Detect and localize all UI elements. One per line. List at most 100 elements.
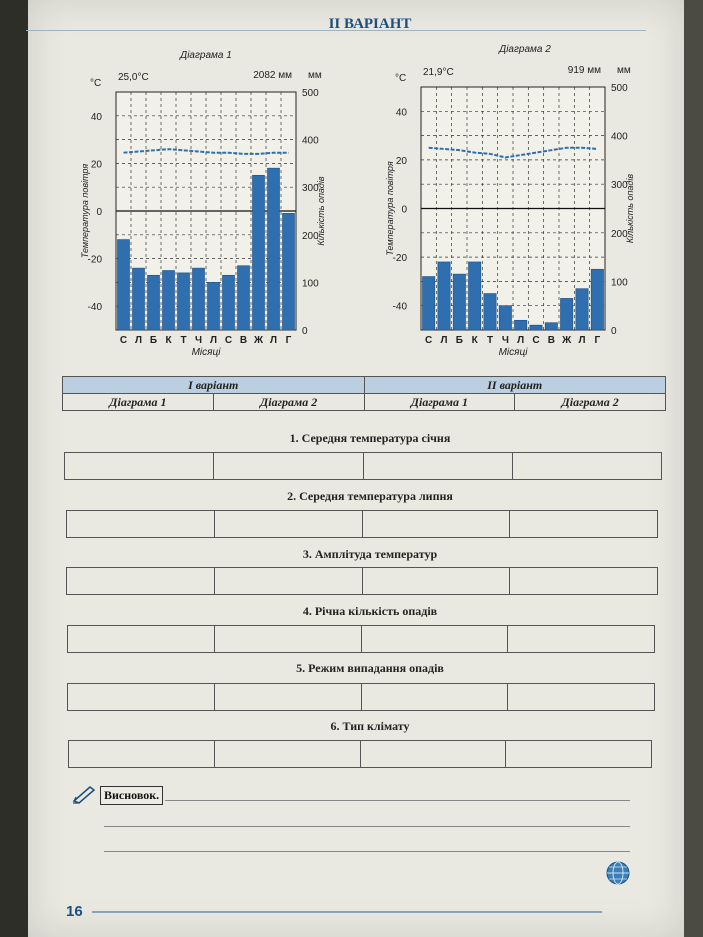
v2-diagram1-header: Діаграма 1 — [363, 393, 516, 411]
precip-tick-label: 200 — [302, 231, 319, 242]
question-3-title: 3. Амплітуда температур — [302, 547, 438, 561]
dark-background-left — [0, 0, 28, 937]
answer-cell[interactable] — [510, 568, 657, 594]
answer-cell[interactable] — [363, 511, 511, 537]
month-label: Л — [270, 335, 277, 346]
question-6-title: 6. Тип клімату — [330, 719, 410, 733]
precip-bar — [177, 272, 190, 331]
answer-row-6 — [68, 740, 652, 768]
temp-tick-label: -20 — [88, 255, 103, 266]
precip-tick-label: 500 — [302, 88, 319, 99]
answer-cell[interactable] — [69, 741, 215, 767]
header-rule — [26, 30, 646, 31]
precip-tick-label: 200 — [611, 229, 628, 240]
month-label: Л — [135, 335, 142, 346]
precip-tick-label: 300 — [611, 180, 628, 191]
answer-cell[interactable] — [68, 626, 215, 652]
month-label: Л — [517, 335, 524, 346]
temperature-line — [123, 148, 289, 155]
annual-precip-label: 919 мм — [568, 65, 601, 76]
x-axis-label: Місяці — [499, 347, 529, 358]
precip-tick-label: 100 — [611, 277, 628, 288]
precip-tick-label: 0 — [302, 326, 308, 337]
precip-tick-label: 0 — [611, 326, 617, 337]
answer-cell[interactable] — [215, 626, 362, 652]
month-label: В — [240, 335, 247, 346]
precip-bar — [560, 298, 574, 331]
precip-tick-label: 100 — [302, 278, 319, 289]
avg-temp-label: 25,0°C — [118, 72, 149, 83]
precip-bar — [252, 175, 265, 331]
temp-tick-label: 0 — [401, 205, 407, 216]
y-axis-label-left: Температура повітря — [385, 161, 395, 256]
answer-cell[interactable] — [215, 741, 361, 767]
v1-diagram1-header: Діаграма 1 — [62, 393, 214, 411]
month-label: Б — [456, 335, 463, 346]
variant-1-header: І варіант — [62, 376, 365, 394]
precip-bar — [117, 239, 130, 331]
temp-tick-label: 40 — [396, 107, 408, 118]
answer-cell[interactable] — [362, 626, 509, 652]
comparison-table-header: І варіант ІІ варіант Діаграма 1 Діаграма… — [62, 376, 666, 411]
month-label: Б — [150, 335, 157, 346]
answer-cell[interactable] — [364, 453, 513, 479]
precip-unit-label: мм — [308, 70, 322, 81]
precip-bar — [452, 273, 466, 331]
temp-tick-label: 20 — [396, 156, 408, 167]
chart-title: Діаграма 2 — [498, 44, 551, 55]
temp-tick-label: -20 — [393, 253, 408, 264]
precip-tick-label: 400 — [611, 132, 628, 143]
answer-row-2 — [66, 510, 658, 538]
month-label: Т — [180, 335, 186, 346]
answer-cell[interactable] — [506, 741, 651, 767]
precip-bar — [483, 293, 497, 331]
annual-precip-label: 2082 мм — [253, 70, 292, 81]
month-label: Г — [286, 335, 292, 346]
precip-bar — [222, 274, 235, 331]
month-label: С — [532, 335, 539, 346]
v1-diagram2-header: Діаграма 2 — [212, 393, 365, 411]
answer-cell[interactable] — [215, 684, 362, 710]
answer-cell[interactable] — [215, 511, 363, 537]
answer-cell[interactable] — [510, 511, 657, 537]
temp-tick-label: -40 — [393, 302, 408, 313]
precip-bar — [207, 282, 220, 331]
question-2-title: 2. Середня температура липня — [287, 489, 453, 503]
page-number: 16 — [66, 903, 83, 920]
precip-bar — [468, 261, 482, 331]
month-label: С — [425, 335, 432, 346]
globe-icon — [606, 861, 630, 885]
precip-unit-label: мм — [617, 65, 631, 76]
answer-row-4 — [67, 625, 655, 653]
answer-cell[interactable] — [215, 568, 363, 594]
month-label: Т — [487, 335, 493, 346]
answer-cell[interactable] — [508, 684, 654, 710]
variant-title: ІІ ВАРІАНТ — [328, 16, 412, 32]
answer-row-3 — [66, 567, 658, 595]
precip-bar — [282, 213, 295, 331]
precip-bar — [162, 270, 175, 331]
footer-rule — [92, 911, 602, 913]
month-label: Ч — [502, 335, 509, 346]
writing-line[interactable] — [165, 800, 630, 801]
writing-line[interactable] — [104, 851, 630, 852]
precip-bar — [575, 288, 589, 331]
answer-cell[interactable] — [68, 684, 215, 710]
month-label: Г — [594, 335, 600, 346]
answer-cell[interactable] — [67, 511, 215, 537]
answer-cell[interactable] — [513, 453, 661, 479]
precip-bar — [267, 167, 280, 331]
answer-cell[interactable] — [361, 741, 507, 767]
answer-cell[interactable] — [65, 453, 215, 479]
answer-cell[interactable] — [363, 568, 511, 594]
y-axis-label-left: Температура повітря — [80, 164, 90, 259]
answer-cell[interactable] — [214, 453, 364, 479]
answer-cell[interactable] — [508, 626, 654, 652]
answer-cell[interactable] — [67, 568, 215, 594]
month-label: Л — [578, 335, 585, 346]
month-label: Ч — [195, 335, 202, 346]
writing-line[interactable] — [104, 826, 630, 827]
answer-row-1 — [64, 452, 662, 480]
answer-cell[interactable] — [362, 684, 509, 710]
